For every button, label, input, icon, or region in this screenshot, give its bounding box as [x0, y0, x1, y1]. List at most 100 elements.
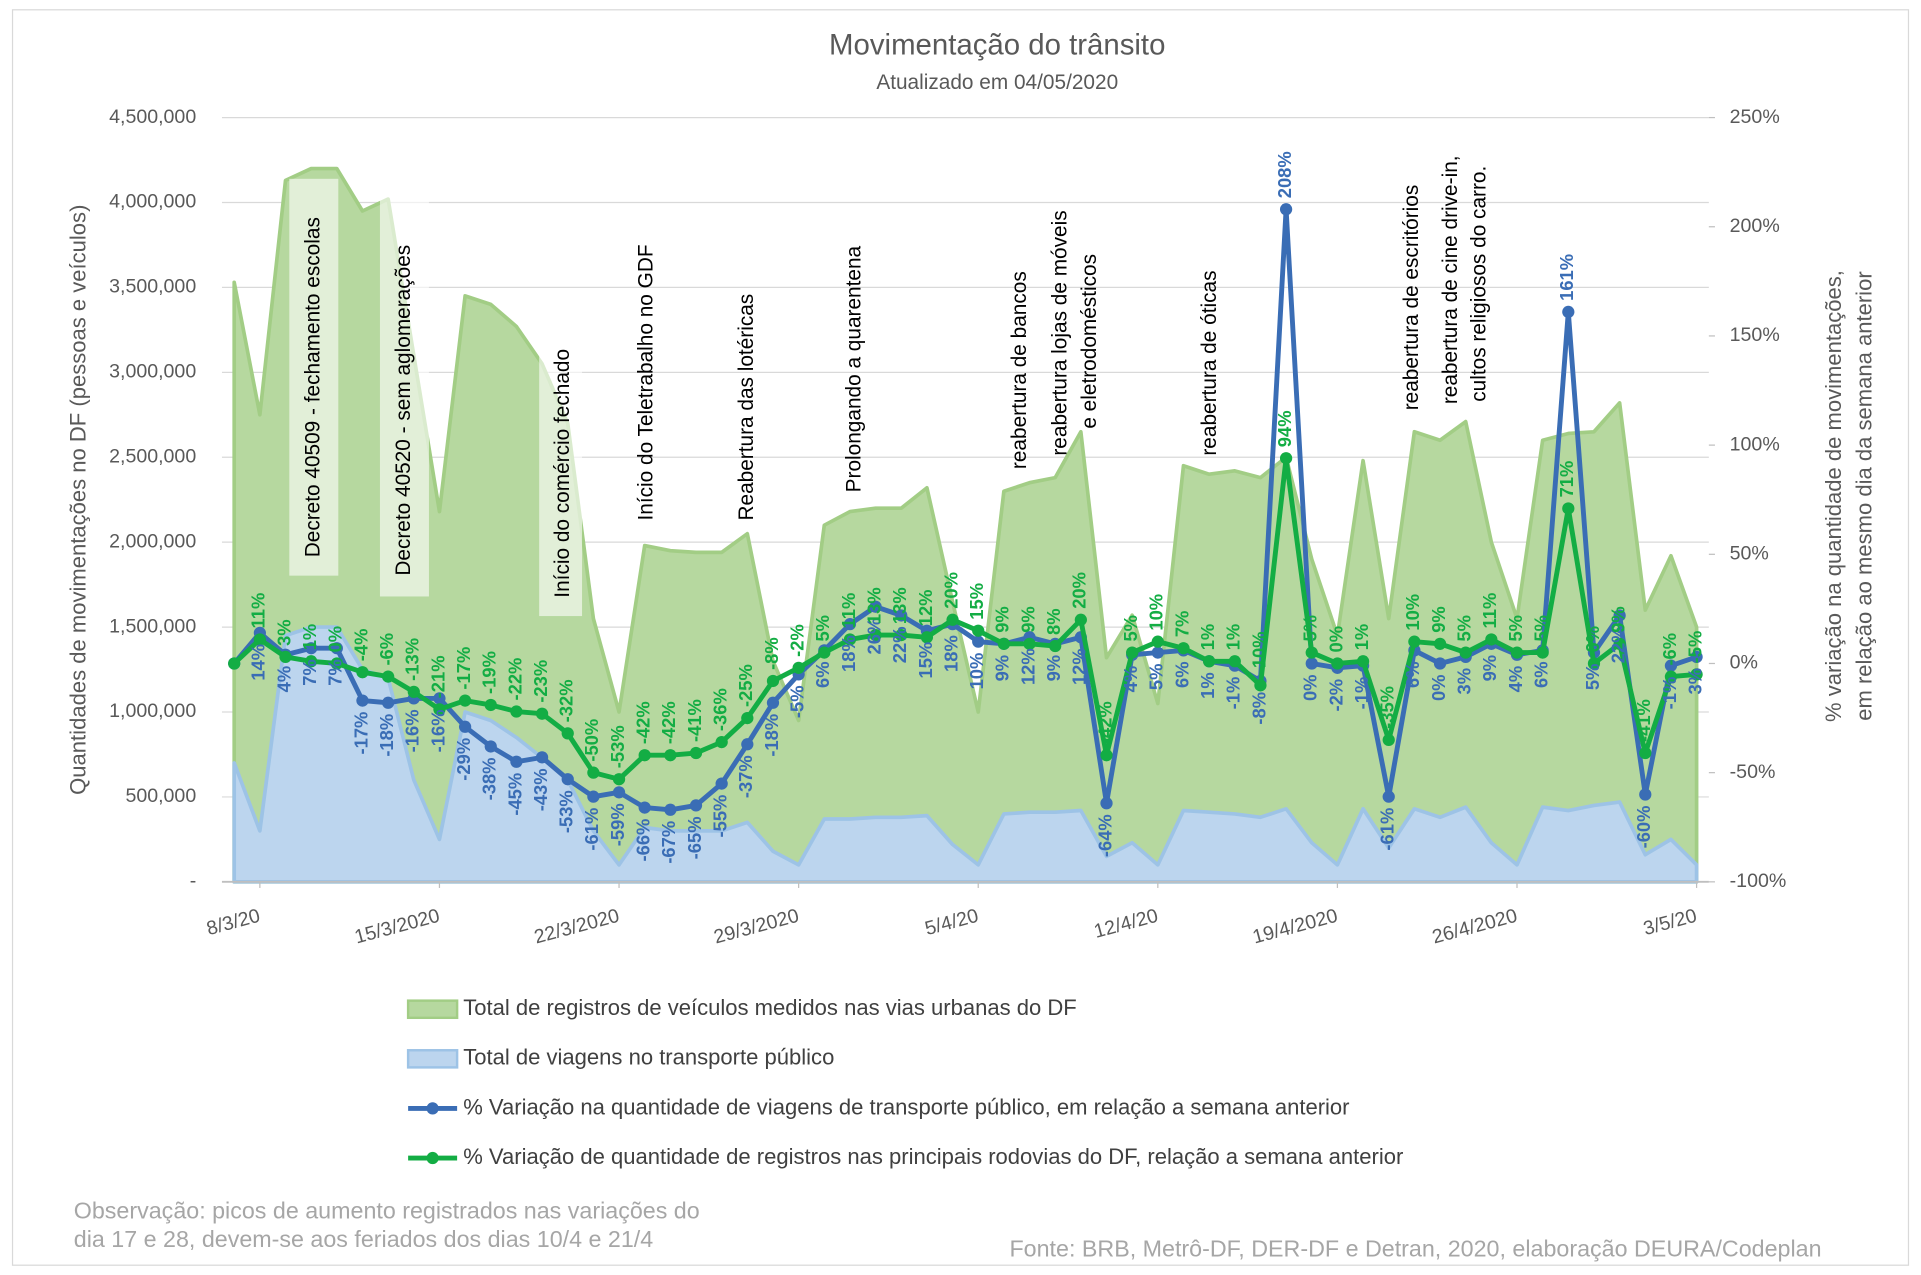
chart-subtitle: Atualizado em 04/05/2020: [876, 71, 1118, 94]
marker: [484, 740, 497, 753]
marker: [1279, 203, 1293, 216]
marker: [330, 657, 343, 670]
y-axis-label: Quantidades de movimentações no DF (pess…: [66, 205, 91, 795]
marker: [1074, 613, 1087, 626]
annotation: Início do Teletrabalho no GDF: [634, 244, 657, 520]
marker: [664, 803, 677, 816]
marker: [433, 703, 446, 716]
marker: [1100, 797, 1113, 810]
data-label: -8%: [1248, 692, 1269, 725]
annotation: reabertura lojas de móveis: [1048, 210, 1071, 455]
data-label: 5%: [1582, 664, 1603, 691]
marker: [818, 646, 831, 659]
y2-axis-label: em relação ao mesmo dia da semana anteri…: [1851, 271, 1876, 720]
marker: [843, 633, 857, 646]
data-label: 1%: [1197, 624, 1218, 651]
data-label: -18%: [376, 714, 397, 757]
data-label: 26%: [863, 618, 884, 655]
marker: [1049, 639, 1062, 653]
data-label: -23%: [530, 660, 551, 703]
data-label: 4%: [1120, 666, 1141, 693]
data-label: -60%: [1633, 806, 1654, 849]
marker: [792, 661, 805, 674]
data-label: 0%: [1300, 675, 1321, 702]
legend-label: Total de registros de veículos medidos n…: [463, 995, 1077, 1020]
marker: [946, 613, 959, 626]
marker: [510, 705, 523, 718]
data-label: -43%: [530, 768, 551, 811]
data-label: -37%: [735, 755, 756, 798]
data-label: 12%: [915, 590, 936, 627]
data-label: 15%: [915, 642, 936, 679]
data-label: -50%: [581, 719, 602, 762]
y2-tick-label: 50%: [1730, 542, 1769, 564]
data-label: -65%: [684, 816, 705, 859]
marker: [1305, 657, 1318, 670]
data-label: -5%: [1684, 631, 1705, 664]
data-label: 20%: [940, 572, 961, 609]
marker: [407, 685, 420, 698]
annotation: Início do comércio fechado: [551, 349, 574, 598]
marker: [1279, 452, 1293, 465]
y-tick-label: 3,000,000: [109, 361, 196, 383]
marker: [535, 707, 549, 720]
data-label: 3%: [273, 619, 294, 646]
annotation: Reabertura das lotéricas: [735, 294, 758, 521]
marker: [689, 799, 703, 812]
line: [232, 455, 1697, 782]
marker: [1510, 646, 1524, 659]
marker: [766, 674, 780, 688]
marker: [895, 609, 908, 622]
marker: [612, 773, 626, 786]
marker: [612, 786, 626, 799]
data-label: 10%: [1146, 594, 1167, 631]
marker: [715, 777, 728, 790]
annotation: cultos religiosos do carro.: [1467, 166, 1490, 402]
y2-tick-label: -50%: [1730, 761, 1776, 783]
marker: [638, 749, 651, 762]
source: Fonte: BRB, Metrô-DF, DER-DF e Detran, 2…: [1009, 1236, 1821, 1262]
data-label: 1%: [1223, 624, 1244, 651]
marker: [458, 720, 472, 733]
annotation-box: [289, 178, 339, 576]
data-label: 0%: [1428, 675, 1449, 702]
data-label: -61%: [1377, 808, 1398, 851]
marker: [1356, 655, 1370, 668]
data-label: 94%: [1274, 410, 1295, 447]
marker: [1331, 657, 1344, 670]
data-label: 10%: [966, 653, 987, 690]
data-label: 9%: [1043, 655, 1064, 682]
marker: [1562, 305, 1575, 319]
data-label: -2%: [786, 624, 807, 657]
marker: [997, 637, 1011, 650]
marker: [356, 666, 369, 679]
data-label: 5%: [1505, 615, 1526, 642]
data-label: -1%: [1659, 677, 1680, 710]
data-label: -53%: [556, 790, 577, 833]
data-label: 6%: [1402, 661, 1423, 688]
line: [232, 206, 1698, 813]
marker: [1664, 670, 1678, 683]
y2-axis-label: % variação na quantidade de movimentaçõe…: [1821, 270, 1846, 722]
marker: [1228, 655, 1241, 668]
data-label: 13%: [889, 587, 910, 624]
marker: [356, 694, 369, 707]
y2-tick-label: 0%: [1730, 652, 1758, 674]
marker: [382, 670, 395, 683]
marker: [1485, 633, 1498, 646]
marker: [587, 766, 600, 779]
data-label: 5%: [1454, 615, 1475, 642]
marker: [535, 751, 549, 764]
data-label: -17%: [350, 712, 371, 755]
legend-swatch: [406, 999, 459, 1020]
marker: [843, 618, 857, 631]
data-label: 9%: [992, 606, 1013, 633]
data-label: -38%: [479, 757, 500, 800]
marker: [433, 692, 446, 705]
marker: [1126, 646, 1139, 659]
marker: [1459, 646, 1472, 659]
data-label: 15%: [966, 583, 987, 620]
data-label: -41%: [684, 699, 705, 742]
marker: [1305, 646, 1318, 659]
y-tick-label: 4,500,000: [109, 106, 196, 128]
